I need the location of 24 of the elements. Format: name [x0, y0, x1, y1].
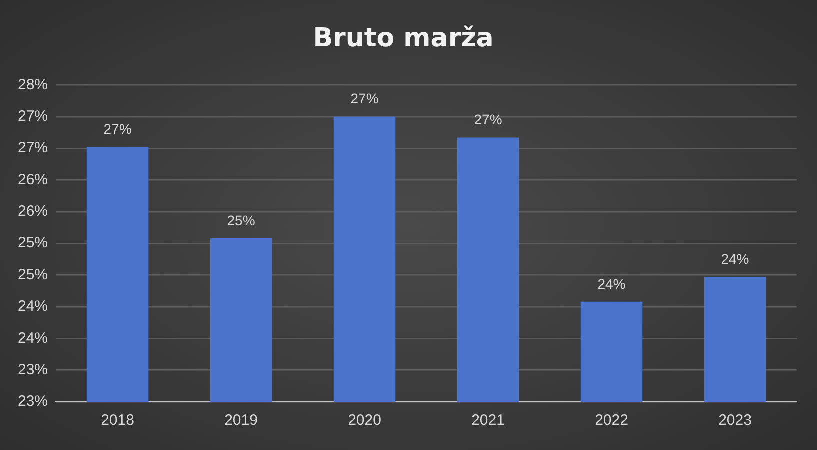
y-tick-label: 28% — [18, 76, 48, 94]
data-label: 24% — [721, 251, 750, 268]
x-tick-label: 2019 — [224, 412, 258, 430]
data-label: 27% — [350, 90, 379, 107]
y-tick-label: 27% — [18, 140, 48, 157]
x-tick-label: 2023 — [718, 412, 752, 430]
x-tick-label: 2022 — [595, 412, 628, 430]
y-tick-label: 27% — [18, 108, 48, 126]
y-tick-label: 24% — [18, 330, 48, 347]
data-label: 24% — [598, 276, 626, 292]
y-tick-label: 26% — [18, 203, 48, 220]
y-tick-label: 23% — [18, 361, 48, 378]
x-tick-label: 2020 — [348, 412, 382, 430]
y-tick-label: 25% — [18, 266, 48, 284]
data-label: 27% — [474, 112, 502, 128]
y-tick-label: 25% — [18, 234, 48, 252]
data-label: 25% — [227, 212, 256, 228]
x-tick-label: 2018 — [101, 412, 134, 430]
y-tick-label: 26% — [18, 171, 48, 188]
x-tick-label: 2021 — [472, 412, 505, 430]
y-tick-label: 23% — [18, 393, 48, 410]
chart-title: Bruto marža — [313, 23, 494, 54]
data-label: 27% — [104, 121, 132, 138]
y-tick-label: 24% — [18, 298, 48, 316]
